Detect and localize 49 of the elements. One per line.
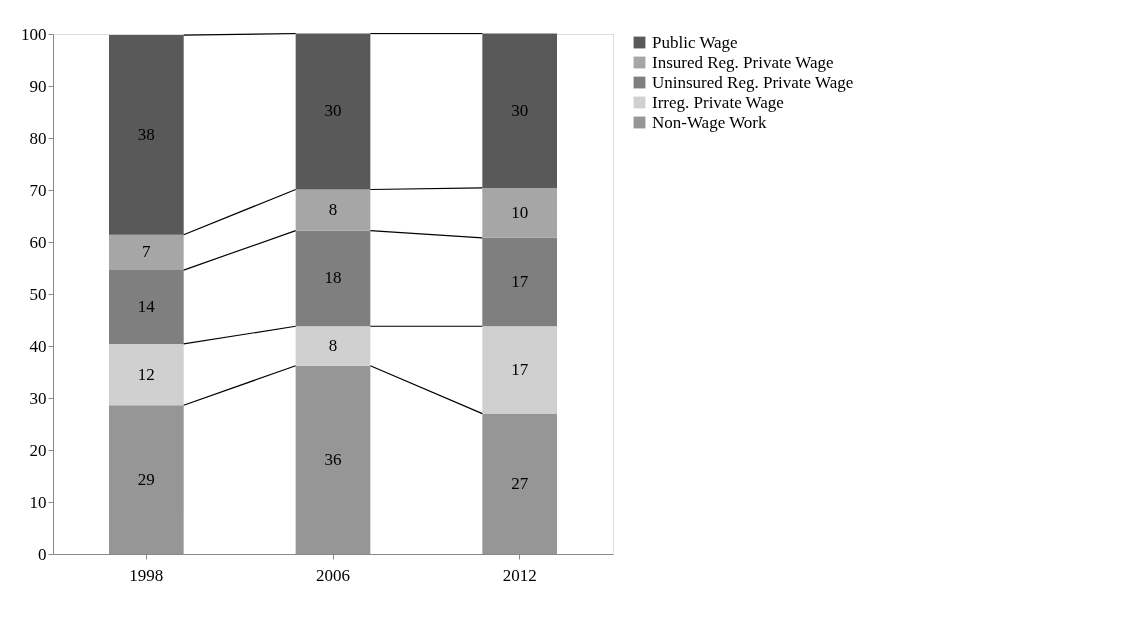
bar [482,187,557,238]
legend-label: Insured Reg. Private Wage [652,52,834,72]
data-label: 38 [137,124,155,144]
bar [109,405,184,554]
bar [295,33,371,190]
bar [482,326,557,414]
bar [482,237,557,327]
x-tick-label: 1998 [129,565,164,585]
bar [295,189,371,231]
bar [482,413,557,554]
data-label: 17 [511,272,529,292]
legend-label: Uninsured Reg. Private Wage [652,72,854,92]
data-label: 27 [511,473,529,493]
legend-label: Public Wage [652,32,738,52]
y-tick-label: 80 [29,128,47,148]
y-tick-label: 0 [38,544,47,564]
bar [295,230,371,327]
data-label: 8 [328,336,338,355]
bar [109,270,184,344]
data-label: 36 [324,449,342,469]
y-tick-label: 70 [29,180,47,200]
bar [109,234,184,271]
x-tick-label: 2006 [316,565,350,585]
bar [482,33,557,188]
y-tick-label: 60 [29,232,47,252]
y-tick-label: 100 [21,24,47,44]
data-label: 30 [324,101,342,121]
bar [295,326,371,366]
data-label: 12 [137,364,155,384]
bar [295,365,371,554]
data-label: 18 [324,268,342,288]
y-tick-label: 30 [29,388,47,408]
bar [109,343,184,406]
data-label: 8 [328,200,338,220]
y-tick-label: 20 [29,440,47,460]
data-label: 14 [137,297,156,316]
data-label: 30 [511,100,529,120]
data-label: 10 [511,202,529,222]
x-tick-label: 2012 [502,565,537,585]
data-label: 7 [142,242,152,262]
y-tick-label: 90 [29,76,47,96]
y-tick-label: 10 [29,492,47,512]
bar [109,35,184,235]
y-tick-label: 40 [29,336,47,356]
y-tick-label: 50 [29,284,47,304]
data-label: 17 [511,359,529,379]
data-label: 29 [137,469,155,489]
legend-label: Non-Wage Work [652,112,767,132]
legend-label: Irreg. Private Wage [652,92,784,112]
